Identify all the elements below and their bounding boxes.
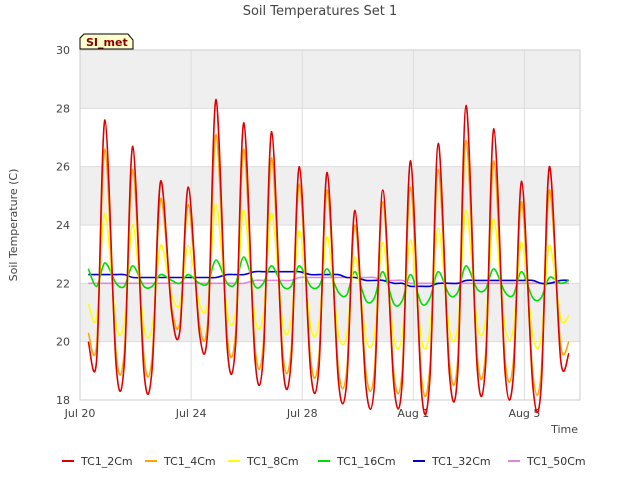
plot-frame xyxy=(79,49,581,401)
series-lines xyxy=(87,98,570,416)
legend: TC1_2Cm TC1_4Cm TC1_8Cm TC1_16Cm TC1_32Cm TC1… xyxy=(62,455,586,468)
legend-item: TC1_32Cm xyxy=(413,455,491,468)
legend-item: TC1_50Cm xyxy=(508,455,586,468)
y-tick-label: 20 xyxy=(56,336,70,349)
x-tick-label: Jul 24 xyxy=(175,407,207,420)
y-axis-ticks: 18 20 22 24 26 28 30 xyxy=(56,44,70,407)
legend-label: TC1_4Cm xyxy=(163,455,216,468)
site-badge: SI_met xyxy=(79,33,134,50)
plot-band xyxy=(80,283,580,342)
plot-band xyxy=(80,341,580,400)
y-tick-label: 22 xyxy=(56,277,70,290)
y-tick-label: 18 xyxy=(56,394,70,407)
x-tick-label: Aug 1 xyxy=(397,407,429,420)
x-axis-ticks: Jul 20 Jul 24 Jul 28 Aug 1 Aug 5 xyxy=(64,407,541,420)
legend-item: TC1_2Cm xyxy=(62,455,133,468)
y-axis-label: Soil Temperature (C) xyxy=(7,169,20,282)
legend-label: TC1_2Cm xyxy=(80,455,133,468)
legend-label: TC1_16Cm xyxy=(336,455,396,468)
legend-item: TC1_4Cm xyxy=(145,455,216,468)
site-badge-box xyxy=(79,33,134,50)
y-tick-label: 30 xyxy=(56,44,70,57)
x-axis-label: Time xyxy=(550,423,578,436)
legend-label: TC1_50Cm xyxy=(526,455,586,468)
y-tick-label: 26 xyxy=(56,161,70,174)
x-tick-label: Jul 28 xyxy=(286,407,318,420)
site-badge-label: SI_met xyxy=(86,36,128,49)
plot-band xyxy=(80,50,580,109)
y-tick-label: 24 xyxy=(56,219,70,232)
x-tick-label: Aug 5 xyxy=(508,407,540,420)
plot-band xyxy=(80,108,580,167)
y-tick-label: 28 xyxy=(56,102,70,115)
series-line-tc1-2cm xyxy=(87,98,570,416)
x-tick-label: Jul 20 xyxy=(64,407,96,420)
legend-label: TC1_8Cm xyxy=(246,455,299,468)
legend-item: TC1_8Cm xyxy=(228,455,299,468)
chart-title: Soil Temperatures Set 1 xyxy=(243,4,398,19)
legend-item: TC1_16Cm xyxy=(318,455,396,468)
legend-label: TC1_32Cm xyxy=(431,455,491,468)
